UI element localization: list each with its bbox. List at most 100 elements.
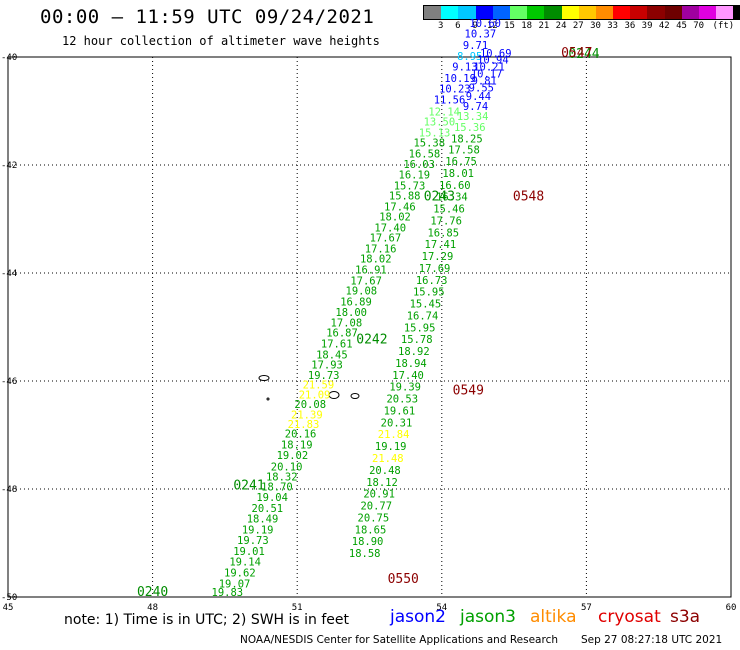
wave-height-value: 18.01 — [442, 168, 474, 180]
wave-height-value: 10.60 — [469, 18, 501, 30]
wave-height-value: 20.10 — [271, 462, 303, 474]
wave-height-value: 13.50 — [424, 117, 456, 129]
wave-height-value: 9.74 — [463, 101, 488, 113]
wave-height-value: 8.95 — [457, 51, 482, 63]
wave-height-value: 16.74 — [407, 310, 439, 322]
wave-height-value: 9.71 — [463, 40, 488, 52]
lat-tick-label: -48 — [1, 485, 17, 495]
wave-height-value: 20.77 — [360, 501, 392, 513]
wave-height-value: 19.83 — [212, 587, 244, 599]
wave-height-value: 19.19 — [375, 441, 407, 453]
colorbar-swatch — [716, 6, 734, 19]
map-border — [7, 56, 732, 598]
island-outline — [350, 393, 360, 399]
wave-height-value: 9.13 — [452, 62, 477, 74]
wave-height-value: 15.13 — [419, 127, 451, 139]
wave-height-value: 18.02 — [379, 212, 411, 224]
legend-s3a: s3a — [670, 607, 701, 627]
wave-height-value: 19.61 — [384, 405, 416, 417]
pass-time-label: 0242 — [356, 333, 387, 348]
pass-time-label: 0548 — [513, 190, 544, 205]
colorbar-label: 24 — [555, 21, 567, 31]
wave-height-value: 21.83 — [288, 419, 320, 431]
pass-time-label: 0243 — [424, 190, 455, 205]
colorbar-swatch — [492, 6, 510, 19]
wave-height-value: 18.02 — [360, 254, 392, 266]
pass-time-label: 0550 — [388, 572, 419, 587]
page-subtitle: 12 hour collection of altimeter wave hei… — [62, 34, 380, 48]
pass-time-label: 0241 — [233, 479, 264, 494]
wave-height-value: 16.89 — [340, 296, 372, 308]
wave-height-value: 13.34 — [457, 111, 489, 123]
colorbar-label: 21 — [538, 21, 550, 31]
wave-height-value: 20.51 — [252, 503, 284, 515]
wave-height-value: 12.14 — [428, 106, 460, 118]
wave-height-value: 19.04 — [256, 492, 288, 504]
wave-height-value: 18.00 — [335, 307, 367, 319]
colorbar-label: 45 — [676, 21, 687, 31]
colorbar-swatch — [544, 6, 562, 19]
colorbar-label: 12 — [486, 21, 498, 31]
wave-height-value: 19.39 — [389, 382, 421, 394]
wave-height-value: 9.81 — [472, 76, 497, 88]
colorbar-swatch — [664, 6, 682, 19]
wave-height-value: 18.45 — [316, 349, 348, 361]
wave-height-value: 16.58 — [409, 148, 441, 160]
colorbar-label: 6 — [455, 21, 461, 31]
wave-height-value: 15.36 — [454, 122, 486, 134]
lon-tick-label: 45 — [3, 603, 14, 613]
wave-height-value: 20.53 — [386, 394, 418, 406]
wave-height-value: 19.07 — [219, 578, 251, 590]
wave-height-value: 20.75 — [358, 512, 390, 524]
wave-height-value: 17.67 — [350, 275, 382, 287]
legend-altika: altika — [530, 607, 577, 627]
colorbar-label: 3 — [437, 21, 444, 31]
lon-tick-label: 60 — [726, 603, 737, 613]
wave-height-value: 18.19 — [281, 440, 313, 452]
wave-height-value: 17.46 — [384, 201, 416, 213]
colorbar-label: 39 — [641, 21, 653, 31]
wave-height-value: 15.73 — [394, 180, 426, 192]
wave-height-value: 17.29 — [422, 251, 454, 263]
wave-height-value: 10.69 — [480, 48, 512, 60]
footnote: note: 1) Time is in UTC; 2) SWH is in fe… — [64, 612, 350, 628]
wave-height-value: 18.32 — [266, 471, 298, 483]
colorbar-label: 30 — [590, 21, 601, 31]
wave-height-value: 20.16 — [285, 429, 317, 441]
colorbar-label: 18 — [521, 21, 533, 31]
wave-height-value: 18.92 — [398, 346, 430, 358]
wave-height-value: 20.91 — [363, 489, 395, 501]
pass-time-label: 0244 — [568, 47, 599, 62]
wave-height-value: 10.23 — [439, 84, 471, 96]
colorbar-swatch — [630, 6, 648, 19]
wave-height-value: 16.87 — [326, 328, 358, 340]
wave-height-value: 17.69 — [419, 263, 451, 275]
wave-height-value: 17.61 — [321, 339, 353, 351]
wave-height-value: 18.49 — [247, 513, 279, 525]
wave-height-value: 18.90 — [352, 536, 384, 548]
colorbar-label: 33 — [607, 21, 619, 31]
wave-height-value: 10.17 — [471, 69, 503, 81]
wave-height-value: 19.01 — [233, 546, 265, 558]
wave-height-value: 19.73 — [237, 535, 269, 547]
colorbar-swatch — [681, 6, 699, 19]
lon-tick-label: 51 — [292, 603, 303, 613]
colorbar-swatch — [509, 6, 528, 19]
wave-height-value: 17.93 — [311, 360, 343, 372]
colorbar-swatch — [475, 6, 493, 19]
wave-height-value: 20.48 — [369, 465, 401, 477]
colorbar-labels: 3 6 9 12 15 18 21 24 27 30 33 36 39 42 45 70 (ft) — [423, 21, 740, 33]
colorbar-label: 36 — [624, 21, 636, 31]
colorbar-label: 42 — [658, 21, 670, 31]
colorbar-swatch — [733, 6, 740, 19]
wave-height-value: 17.40 — [374, 222, 406, 234]
wave-height-value: 16.19 — [399, 170, 431, 182]
lon-tick-label: 54 — [436, 603, 447, 613]
wave-height-value: 19.02 — [277, 450, 309, 462]
wave-height-value: 20.31 — [381, 417, 413, 429]
wave-height-value: 21.59 — [303, 380, 335, 392]
colorbar-swatch — [613, 6, 631, 19]
legend-jason3: jason3 — [460, 607, 516, 627]
wave-height-value: 11.56 — [434, 94, 466, 106]
wave-height-value: 16.73 — [416, 275, 448, 287]
